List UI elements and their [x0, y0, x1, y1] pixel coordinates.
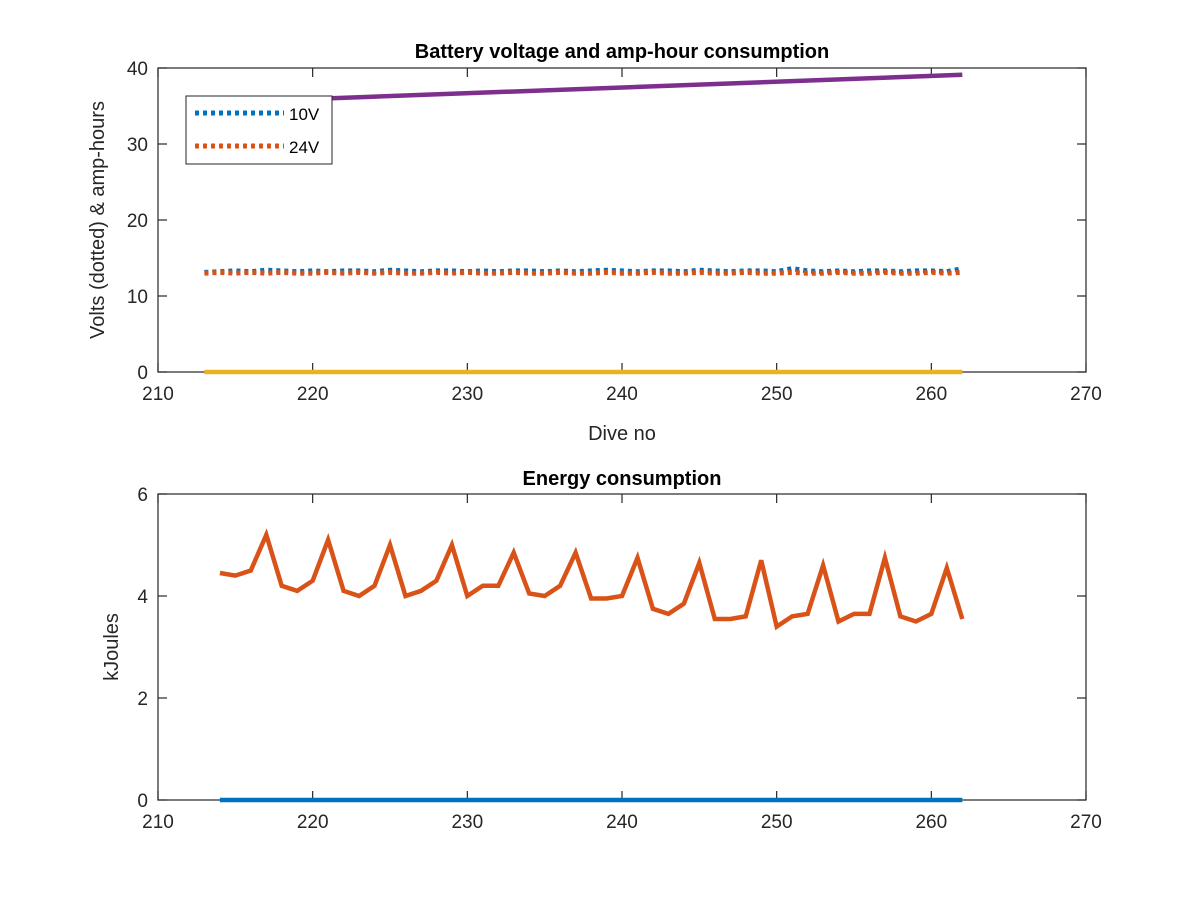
- legend-box: [185, 95, 333, 165]
- energy-xtick-label: 240: [606, 812, 638, 833]
- voltage-chart-xlabel: Dive no: [588, 423, 656, 445]
- voltage-chart-legend: 10V 24V: [185, 95, 333, 165]
- energy-xtick-label: 250: [761, 812, 793, 833]
- voltage-xtick-label: 240: [606, 384, 638, 405]
- energy-ytick-label: 2: [137, 689, 148, 710]
- voltage-ytick-label: 40: [127, 59, 148, 80]
- voltage-ytick-label: 20: [127, 211, 148, 232]
- voltage-xtick-label: 210: [142, 384, 174, 405]
- legend-label-24v: 24V: [289, 138, 320, 157]
- voltage-xtick-label: 260: [915, 384, 947, 405]
- voltage-xtick-label: 270: [1070, 384, 1102, 405]
- voltage-ytick-label: 0: [137, 363, 148, 384]
- energy-chart-lines: [219, 528, 965, 803]
- energy-ytick-label: 4: [137, 587, 148, 608]
- energy-xtick-label: 260: [915, 812, 947, 833]
- energy-chart-title: Energy consumption: [523, 468, 722, 490]
- voltage-xtick-label: 230: [451, 384, 483, 405]
- energy-ytick-label: 6: [137, 485, 148, 506]
- energy-xtick-label: 210: [142, 812, 174, 833]
- voltage-xtick-label: 250: [761, 384, 793, 405]
- voltage-chart-ylabel: Volts (dotted) & amp-hours: [87, 101, 109, 339]
- voltage-chart-title: Battery voltage and amp-hour consumption: [415, 41, 829, 63]
- voltage-ytick-label: 10: [127, 287, 148, 308]
- energy-chart-ylabel: kJoules: [101, 613, 123, 681]
- energy-chart: 210 220 230 240 250 260 270 0 2 4 6 Energy consump…: [101, 468, 1102, 833]
- energy-ytick-label: 0: [137, 791, 148, 812]
- energy-chart-ticks: 210 220 230 240 250 260 270 0 2 4 6: [137, 485, 1101, 833]
- voltage-ytick-label: 30: [127, 135, 148, 156]
- legend-label-10v: 10V: [289, 105, 320, 124]
- energy-xtick-label: 230: [451, 812, 483, 833]
- energy-chart-axes: [157, 493, 1087, 801]
- energy-series-0-line: [219, 528, 965, 631]
- voltage-chart: 210 220 230 240 250 260 270 0 10 20 30 40 Battery v…: [87, 41, 1102, 445]
- voltage-series-24v-line: [204, 269, 963, 276]
- energy-xtick-label: 270: [1070, 812, 1102, 833]
- voltage-xtick-label: 220: [297, 384, 329, 405]
- energy-xtick-label: 220: [297, 812, 329, 833]
